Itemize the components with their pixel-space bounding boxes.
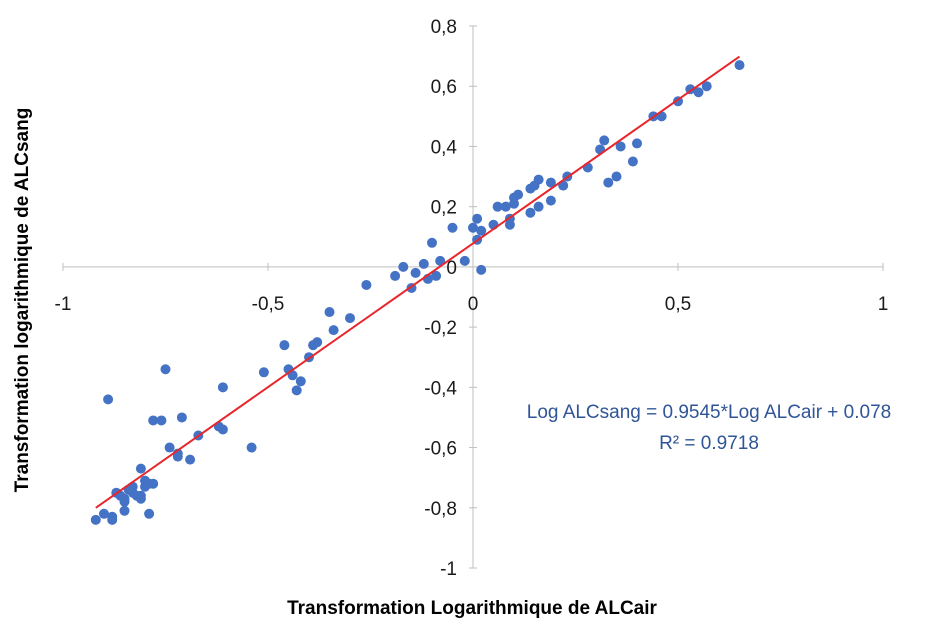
y-tick-label: 0,2: [431, 198, 457, 219]
x-axis-title: Transformation Logarithmique de ALCair: [287, 598, 657, 619]
data-point: [447, 222, 458, 233]
data-point: [599, 135, 610, 146]
data-point: [492, 201, 503, 212]
data-point: [144, 508, 155, 519]
data-point: [160, 364, 171, 375]
data-point: [472, 213, 483, 224]
x-tick-label: 0,5: [665, 294, 691, 315]
data-point: [533, 201, 544, 212]
data-point: [119, 493, 130, 504]
x-tick-label: -0,5: [252, 294, 285, 315]
data-points: [90, 60, 745, 525]
y-tick-label: 0: [446, 258, 457, 279]
data-point: [632, 138, 642, 149]
data-point: [459, 255, 470, 266]
data-point: [107, 511, 118, 522]
data-point: [427, 237, 437, 248]
data-point: [148, 415, 159, 426]
y-axis-title: Transformation logarithmique de ALCsang: [12, 108, 33, 493]
data-point: [545, 195, 556, 206]
y-tick-label: -0,8: [424, 499, 457, 520]
data-point: [476, 225, 487, 236]
data-point: [693, 87, 704, 98]
data-point: [291, 385, 302, 396]
data-point: [295, 376, 306, 387]
y-tick-label: -0,2: [424, 318, 457, 339]
data-point: [176, 412, 187, 423]
data-point: [361, 279, 372, 290]
r-squared-label: R² = 0.9718: [659, 433, 759, 454]
data-point: [99, 508, 109, 519]
data-point: [500, 201, 511, 212]
y-tick-label: -0,4: [424, 378, 457, 399]
data-point: [345, 313, 355, 324]
data-point: [603, 177, 614, 188]
data-point: [701, 81, 712, 92]
data-point: [185, 454, 196, 465]
data-point: [258, 367, 269, 378]
data-point: [734, 60, 745, 71]
data-point: [418, 258, 429, 269]
data-point: [135, 463, 146, 474]
y-tick-label: -0,6: [424, 439, 457, 460]
data-point: [435, 255, 446, 266]
y-tick-label: 0,6: [431, 77, 457, 98]
data-point: [476, 264, 487, 275]
data-point: [246, 442, 257, 453]
data-point: [533, 174, 544, 185]
data-point: [398, 261, 409, 272]
data-point: [468, 222, 478, 233]
x-tick-label: 0: [468, 294, 479, 315]
data-point: [545, 177, 556, 188]
data-point: [217, 382, 228, 393]
y-tick-labels: 0,8 0,6 0,4 0,2 0 -0,2 -0,4 -0,6 -0,8 -1: [424, 17, 477, 580]
data-point: [164, 442, 175, 453]
data-point: [148, 478, 159, 489]
data-point: [525, 207, 536, 218]
data-point: [279, 340, 290, 351]
data-point: [217, 424, 228, 435]
x-tick-label: -1: [55, 294, 72, 315]
data-point: [390, 270, 401, 281]
y-tick-label: 0,8: [431, 17, 457, 38]
data-point: [611, 171, 622, 182]
data-point: [328, 325, 339, 336]
data-point: [431, 270, 442, 281]
data-point: [627, 156, 638, 167]
trendline-equation: Log ALCsang = 0.9545*Log ALCair + 0.078: [527, 402, 891, 423]
data-point: [103, 394, 114, 405]
data-point: [312, 337, 323, 348]
data-point: [513, 189, 524, 200]
y-tick-label: -1: [440, 559, 457, 580]
data-point: [615, 141, 626, 152]
data-point: [135, 490, 146, 501]
x-tick-labels: -1 -0,5 0 0,5 1: [55, 262, 889, 315]
data-point: [119, 505, 130, 516]
data-point: [172, 451, 183, 462]
data-point: [324, 307, 335, 318]
y-tick-label: 0,4: [431, 137, 458, 158]
data-point: [410, 267, 421, 278]
x-tick-label: 1: [878, 294, 889, 315]
data-point: [90, 514, 101, 525]
trendline: [95, 55, 741, 509]
data-point: [156, 415, 167, 426]
